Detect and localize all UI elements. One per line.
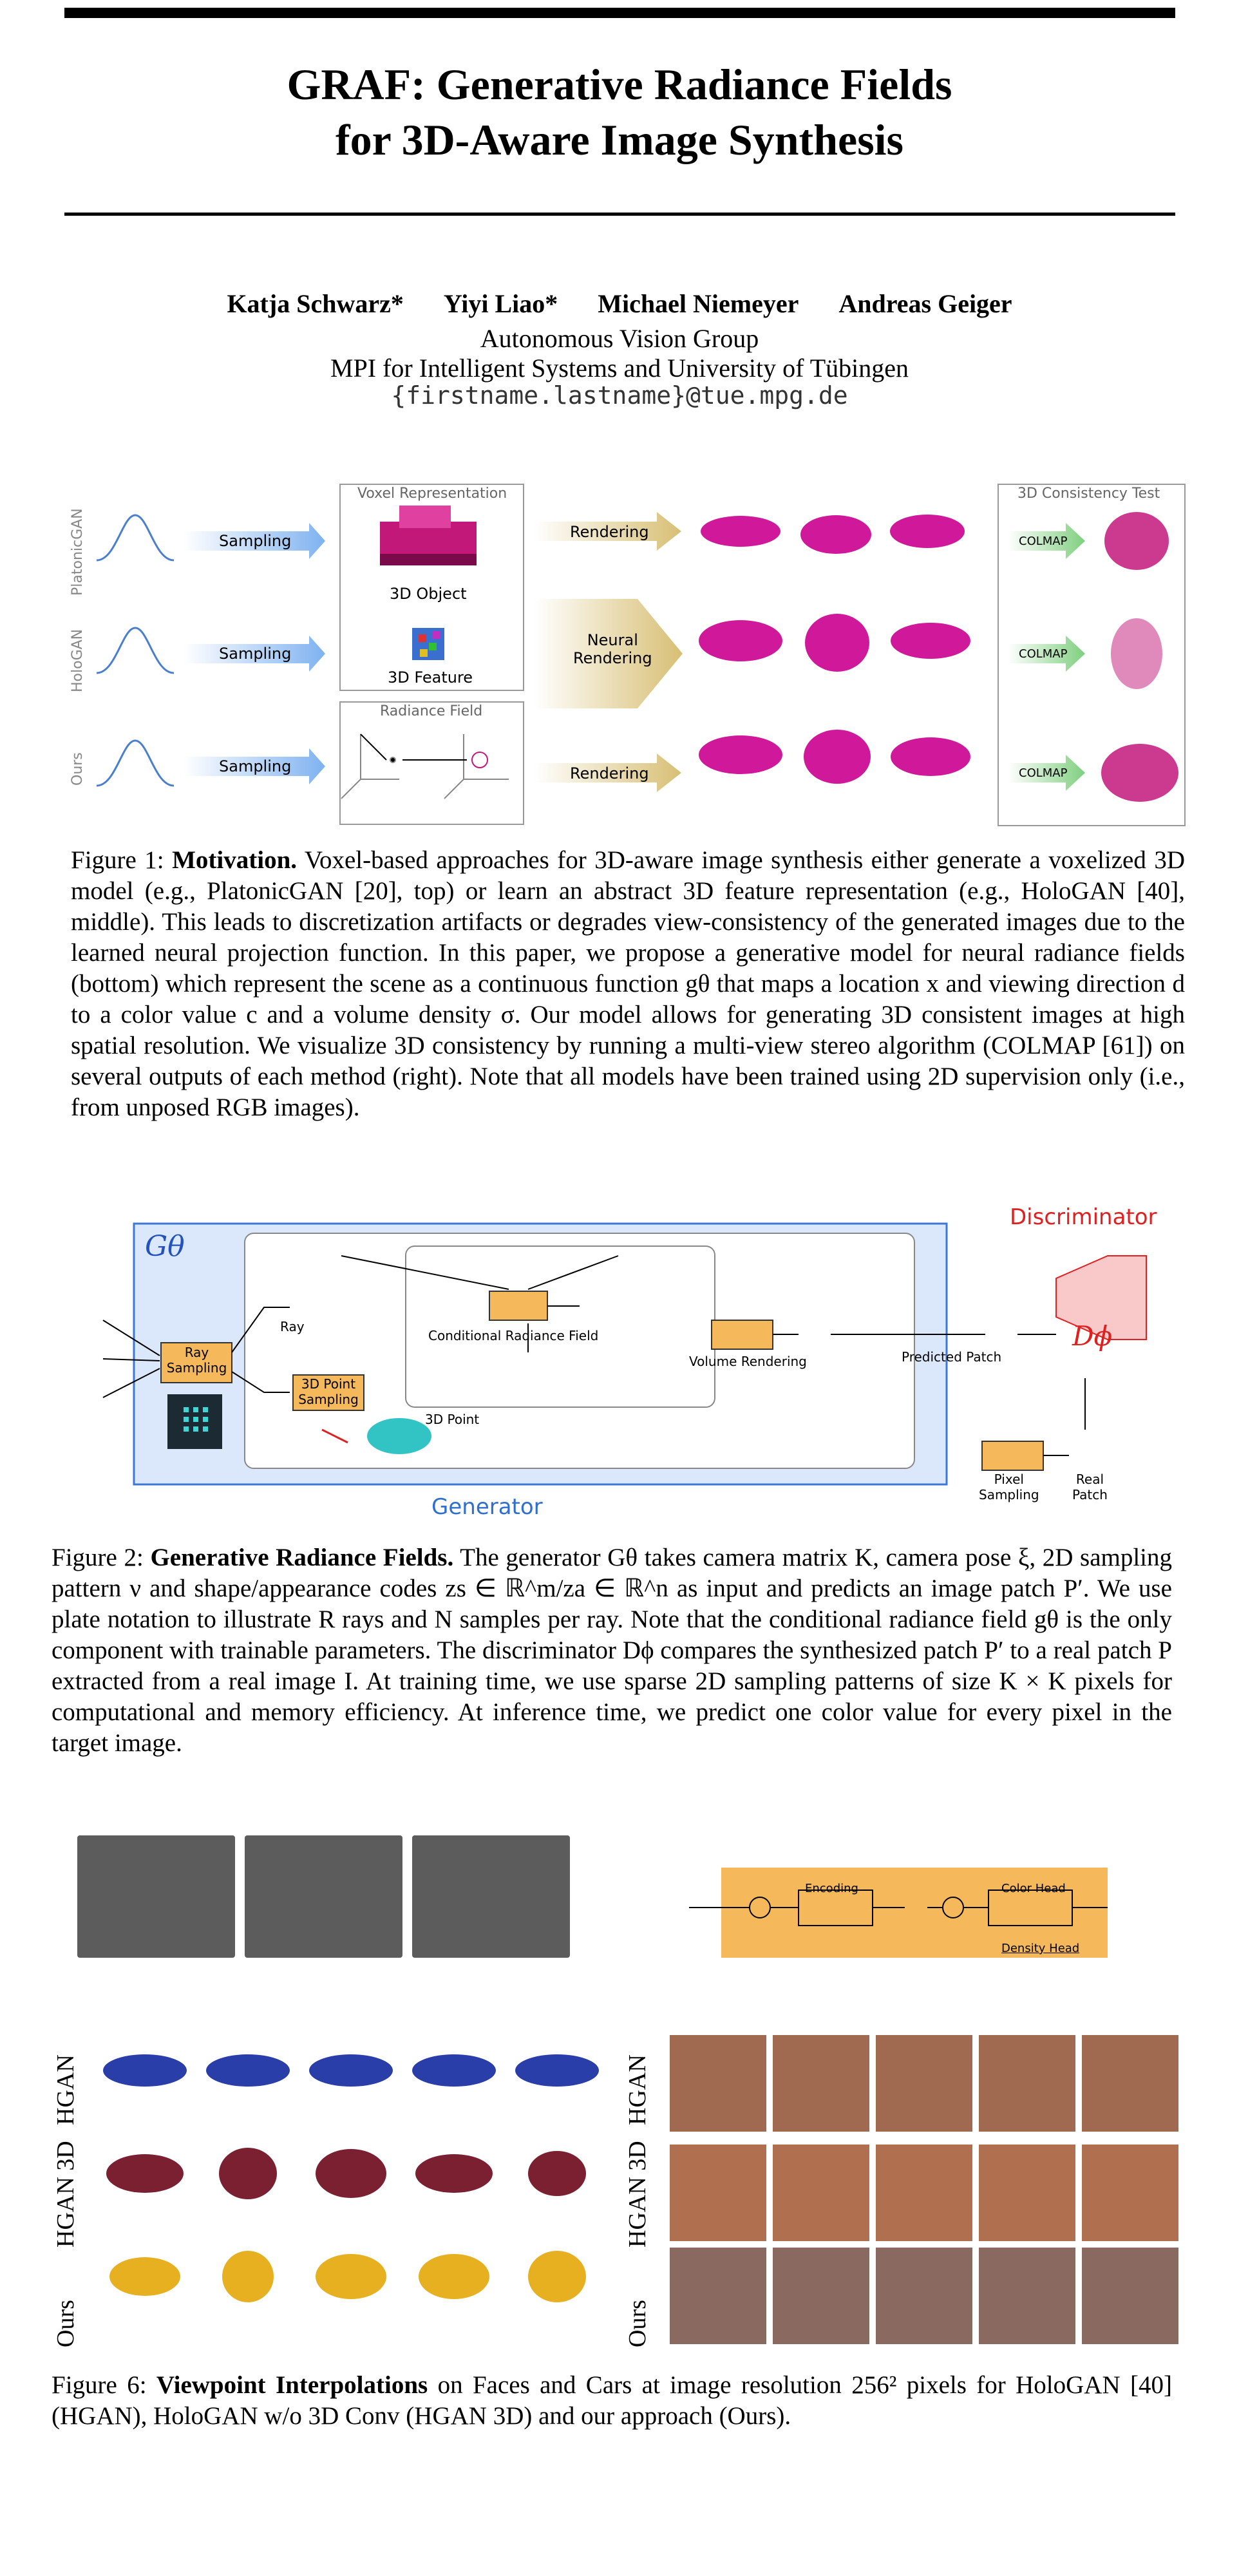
voxel-box-title: Voxel Representation [357,486,507,502]
voxel-car-icon [380,506,477,565]
crf-label: Conditional Radiance Field [428,1328,599,1343]
generator-symbol: Gθ [145,1230,185,1263]
density-head-label: Density Head [1001,1942,1080,1955]
radiance-field-architecture: Encoding Color Head Density Head [657,1823,1172,1964]
point-sampling-box [292,1374,364,1411]
author-list: Katja Schwarz* Yiyi Liao* Michael Niemey… [0,289,1239,319]
row-label: Ours [70,752,86,786]
figure-6-caption: Figure 6: Viewpoint Interpolations on Fa… [52,2371,1172,2430]
gaussian-curve [96,514,175,787]
affiliation-institute: MPI for Intelligent Systems and Universi… [330,354,909,383]
author: Katja Schwarz* [227,289,404,318]
discriminator-symbol: Dϕ [1072,1320,1113,1352]
author: Andreas Geiger [838,289,1012,318]
rendering-label: Rendering [570,764,649,782]
neural-rendering-label: Neural Rendering [573,631,652,667]
colmap-arrow [1008,523,1085,791]
ray-label: Ray [280,1319,305,1334]
car-icon [367,1418,431,1454]
point-sampling-label: 3D Point Sampling [298,1376,359,1407]
top-rule [64,8,1175,18]
voxel-feature-icon [412,628,444,660]
sampling-pattern-panel [77,1835,570,1964]
figure-1: PlatonicGAN HoloGAN Ours Sampling Sampli… [0,477,1239,837]
figure-2: Gθ Generator Discriminator Dϕ Ray Sampli… [39,1146,1211,1533]
discriminator-label: Discriminator [1010,1204,1157,1230]
feature-label: 3D Feature [388,668,473,687]
car-row-red [106,2148,586,2199]
row-label: HoloGAN [70,629,86,692]
gamma-box [981,1441,1044,1471]
sampling-label: Sampling [219,532,292,550]
radiance-field-sketch [341,734,509,799]
colmap-label: COLMAP [1019,535,1068,548]
sampling-label: Sampling [219,757,292,775]
row-label: HGAN 3D [624,2141,651,2248]
figure-1-caption: Figure 1: Motivation. Voxel-based approa… [71,846,1185,1121]
pi-box [711,1320,773,1350]
ray-sampling-box [160,1342,232,1383]
colmap-label: COLMAP [1019,647,1068,661]
object-label: 3D Object [390,585,467,603]
interpolation-grid [103,2035,1178,2344]
real-patch-label: Real Patch [1072,1472,1108,1502]
encoding-label: Encoding [805,1882,858,1895]
sampling-arrow [184,523,325,784]
point-label: 3D Point [425,1412,480,1427]
colmap-label: COLMAP [1019,766,1068,780]
discriminator-shape [1055,1255,1147,1340]
author-email: {firstname.lastname}@tue.mpg.de [391,381,848,410]
sampling-label: Sampling [219,645,292,663]
affiliation-group: Autonomous Vision Group [480,324,759,353]
pattern-image [77,1835,235,1958]
generator-label: Generator [431,1494,543,1520]
car-row-blue [103,2054,599,2087]
rendering-arrow [534,512,683,792]
pattern-image [245,1835,402,1958]
architecture-diagram [689,1868,1108,1958]
author: Yiyi Liao* [443,289,558,318]
row-label: Ours [624,2300,651,2347]
color-head-label: Color Head [1001,1882,1066,1895]
figure-2-diagram [102,1222,1147,1486]
point-plate [405,1245,715,1408]
pattern-image [412,1835,570,1958]
title-rule [64,213,1175,216]
row-label: HGAN 3D [52,2141,79,2248]
row-label: PlatonicGAN [70,508,86,596]
paper-title: GRAF: Generative Radiance Fields for 3D-… [287,60,952,164]
row-label: Ours [52,2300,79,2347]
colmap-reconstruction [1101,512,1178,802]
radiance-box-title: Radiance Field [380,703,483,719]
author: Michael Niemeyer [598,289,799,318]
face-grid [670,2035,1178,2344]
figure-6: HGAN HGAN 3D Ours HGAN HGAN 3D Ours [39,2016,1211,2351]
rendering-label: Rendering [570,523,649,541]
pixel-sampling-label: Pixel Sampling [979,1472,1039,1502]
figure-2-caption: Figure 2: Generative Radiance Fields. Th… [52,1544,1173,1757]
volume-rendering-label: Volume Rendering [689,1354,807,1369]
ray-sampling-label: Ray Sampling [166,1345,227,1376]
consistency-box-title: 3D Consistency Test [1017,486,1160,502]
row-label: HGAN [624,2054,651,2125]
row-label: HGAN [52,2054,79,2125]
figure-1-diagram [96,484,1186,826]
car-image [699,515,970,784]
g-theta-box [489,1291,548,1321]
predicted-patch-label: Predicted Patch [902,1349,1002,1365]
car-row-yellow [109,2251,586,2302]
